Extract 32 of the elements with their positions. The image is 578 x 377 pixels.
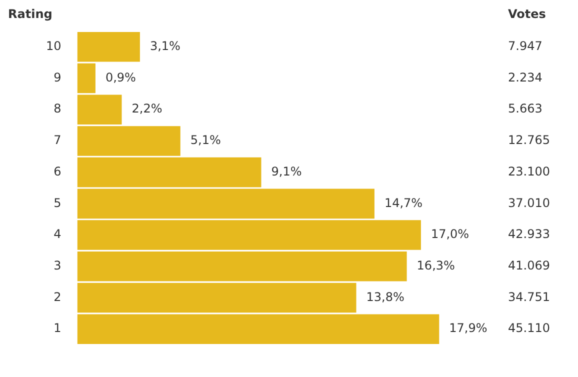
text: 23.100 [508,164,550,178]
y-tick-label: 10 [46,39,62,54]
y-tick-label: 8 [54,102,62,116]
text: 7.947 [508,39,542,54]
y-tick-label: 3 [54,258,62,273]
data-label: 16,3% [416,258,455,273]
data-label: 3,1% [150,39,180,54]
data-label: 9,1% [271,164,302,178]
y-tick-label: 5 [54,196,62,210]
y-tick-label: 2 [54,290,62,304]
data-label: 17,0% [430,227,470,242]
text: 37.010 [508,196,550,210]
text: 34.751 [508,290,550,304]
y-tick-label: 6 [54,164,62,178]
text: 12.765 [508,133,550,148]
y-tick-label: 1 [54,321,62,336]
text: 45.110 [508,321,550,336]
y-tick-label: 9 [54,70,62,84]
text: 2.234 [508,70,542,84]
text: 42.933 [508,227,550,242]
y-tick-label: 4 [54,227,62,242]
y-axis-title: Rating [8,7,52,21]
data-label: 17,9% [449,321,488,336]
text: Votes [508,7,546,21]
text: 5.663 [508,102,542,116]
data-label: 2,2% [132,102,162,116]
data-label: 5,1% [190,133,221,148]
y-tick-label: 7 [54,133,62,148]
data-label: 0,9% [105,70,136,84]
data-label: 13,8% [366,290,404,304]
data-label: 14,7% [384,196,423,210]
text: 41.069 [508,258,550,273]
